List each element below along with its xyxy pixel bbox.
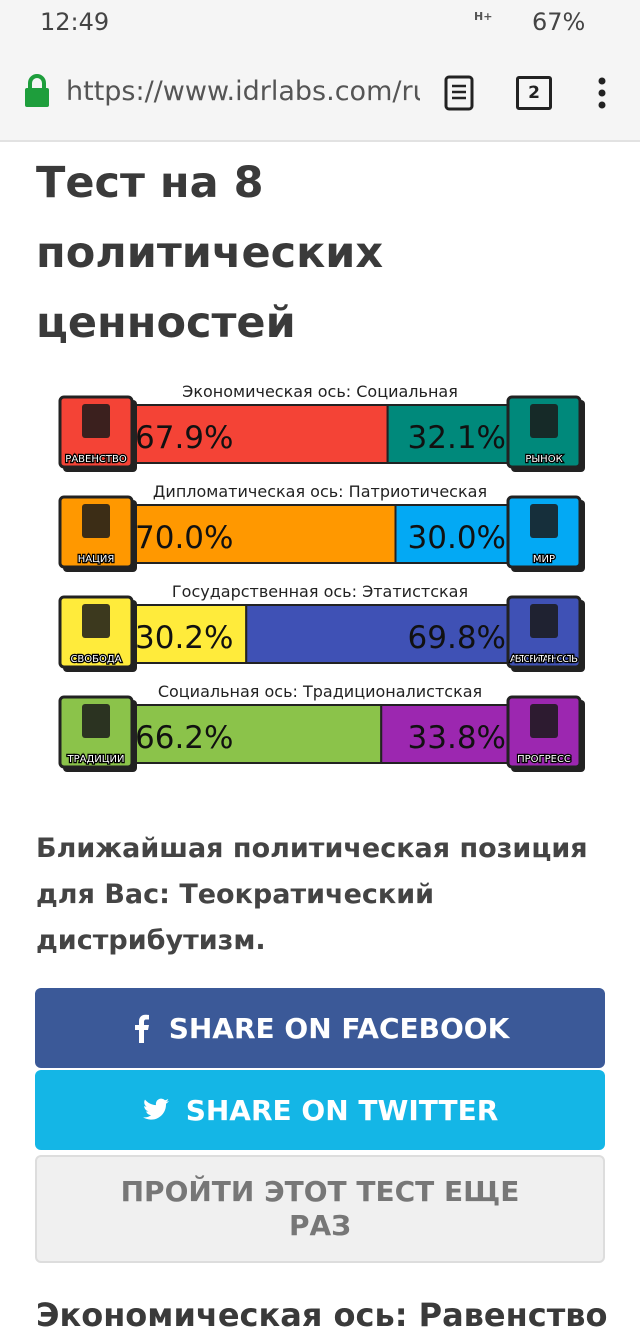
- network: H+: [474, 10, 493, 23]
- axis-label: Государственная ось: Этатистская: [172, 582, 468, 601]
- bar-left: [132, 704, 383, 764]
- battery: 67%: [532, 8, 586, 36]
- icon-label: РАВЕНСТВО: [65, 454, 127, 465]
- icon-label: РЫНОК: [525, 454, 562, 465]
- page-title: Тест на 8 политических ценностей: [36, 158, 384, 348]
- axis-label: Дипломатическая ось: Патриотическая: [153, 482, 487, 501]
- section-heading: Экономическая ось: Равенство: [36, 1296, 608, 1334]
- icon-glyph: [530, 704, 558, 738]
- bar-left: [132, 404, 389, 464]
- facebook-icon: [134, 1014, 149, 1043]
- icon-glyph: [530, 404, 558, 438]
- value-left: 70.0%: [135, 520, 233, 556]
- value-left: 66.2%: [135, 720, 233, 756]
- value-right: 32.1%: [408, 420, 506, 456]
- axis-label: Социальная ось: Традиционалистская: [158, 682, 482, 701]
- reader-icon[interactable]: [444, 75, 474, 111]
- button-label: SHARE ON FACEBOOK: [168, 1011, 510, 1045]
- twitter-icon: [142, 1098, 169, 1120]
- menu-icon[interactable]: [596, 76, 608, 112]
- icon-label: АВТОРИТАРНОСТЬ: [510, 654, 578, 665]
- facebook-button[interactable]: SHARE ON FACEBOOK: [35, 988, 605, 1068]
- result-text: Ближайшая политическая позиция для Вас: …: [36, 833, 588, 956]
- icon-label: ПРОГРЕСС: [517, 754, 571, 765]
- retake-button[interactable]: ПРОЙТИ ЭТОТ ТЕСТ ЕЩЕ РАЗ: [35, 1155, 605, 1263]
- value-left: 67.9%: [135, 420, 233, 456]
- icon-glyph: [82, 404, 110, 438]
- time: 12:49: [40, 8, 110, 36]
- value-right: 33.8%: [408, 720, 506, 756]
- value-left: 30.2%: [135, 620, 233, 656]
- button-label: ПРОЙТИ ЭТОТ ТЕСТ ЕЩЕ РАЗ: [120, 1175, 520, 1242]
- url[interactable]: https://www.idrlabs.com/ru: [66, 76, 420, 107]
- status-bar: 12:49 H+ 67%: [0, 0, 640, 44]
- axis-label: Экономическая ось: Социальная: [182, 382, 458, 401]
- icon-glyph: [530, 504, 558, 538]
- value-right: 69.8%: [408, 620, 506, 656]
- lock-icon: [25, 74, 49, 107]
- twitter-button[interactable]: SHARE ON TWITTER: [35, 1070, 605, 1150]
- bar-right: [394, 504, 509, 564]
- icon-glyph: [530, 604, 558, 638]
- icon-glyph: [82, 704, 110, 738]
- tab-count[interactable]: 2: [516, 76, 552, 110]
- button-label: SHARE ON TWITTER: [185, 1093, 499, 1127]
- axes-chart: Экономическая ось: Социальная 67.9% 32.1% Р…: [58, 382, 585, 772]
- icon-glyph: [82, 504, 110, 538]
- icon-label: ТРАДИЦИИ: [67, 754, 125, 765]
- value-right: 30.0%: [408, 520, 506, 556]
- url-bar: https://www.idrlabs.com/ru 2: [0, 44, 640, 142]
- icon-glyph: [82, 604, 110, 638]
- icon-label: СВОБОДА: [70, 654, 121, 665]
- icon-label: НАЦИЯ: [78, 554, 115, 565]
- bar-right: [245, 604, 509, 664]
- bar-right: [386, 404, 509, 464]
- icon-label: МИР: [533, 554, 555, 565]
